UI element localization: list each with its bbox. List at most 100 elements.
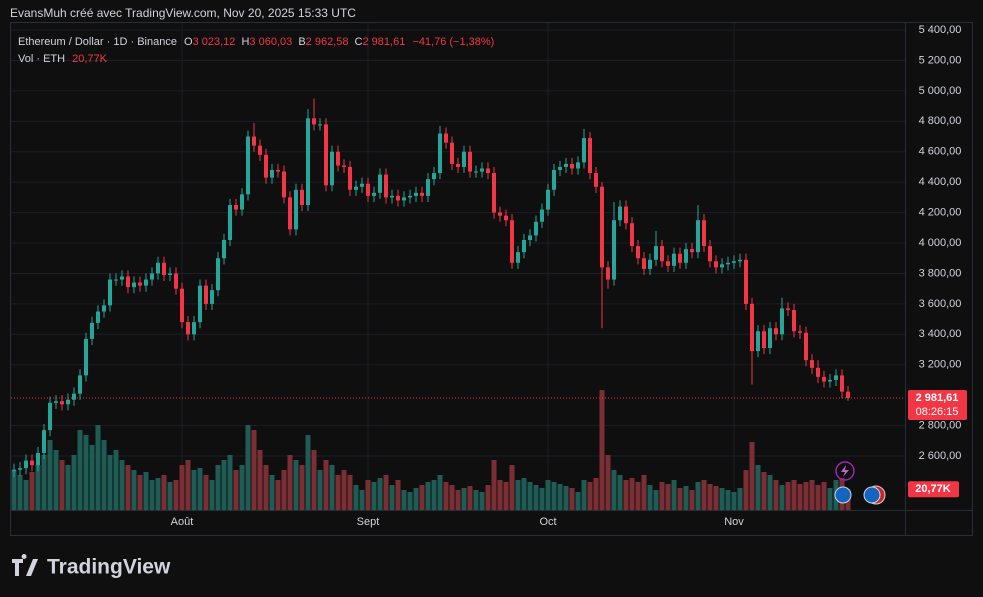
candle-body	[306, 118, 310, 205]
flag-icon[interactable]	[863, 486, 881, 504]
candle-body	[828, 379, 832, 382]
y-tick-label: 4 400,00	[919, 176, 962, 188]
candle-body	[402, 197, 406, 201]
volume-bar	[155, 478, 161, 510]
candle-body	[246, 136, 250, 195]
candle-body	[18, 468, 22, 470]
volume-bar	[713, 486, 719, 510]
candle-body	[510, 220, 514, 263]
volume-bar	[539, 488, 545, 510]
volume-bar	[575, 492, 581, 510]
x-tick-label: Sept	[357, 516, 380, 528]
candle-body	[354, 186, 358, 190]
candle-body	[264, 154, 268, 178]
volume-bar	[581, 480, 587, 510]
volume-bar	[419, 485, 425, 510]
candle-body	[390, 195, 394, 198]
candle-body	[48, 402, 52, 431]
candle-body	[636, 246, 640, 259]
volume-bar	[65, 465, 71, 510]
volume-bar	[371, 482, 377, 510]
y-tick-label: 3 200,00	[919, 359, 962, 371]
volume-bar	[761, 472, 767, 510]
volume-bar	[323, 460, 329, 510]
candle-body	[366, 183, 370, 196]
volume-bar	[593, 478, 599, 510]
x-tick-label: Nov	[724, 516, 744, 528]
candle-body	[150, 273, 154, 280]
open-value: 3 023,12	[193, 36, 236, 48]
volume-bar	[185, 460, 191, 510]
volume-bar	[221, 460, 227, 510]
volume-bar	[341, 470, 347, 510]
volume-bar	[281, 470, 287, 510]
volume-bar	[401, 490, 407, 510]
volume-bar	[41, 455, 47, 510]
volume-bar	[533, 485, 539, 510]
candle-body	[558, 166, 562, 171]
volume-bar	[269, 475, 275, 510]
candle-body	[726, 262, 730, 265]
volume-bar	[815, 485, 821, 510]
volume-tag-box	[908, 481, 959, 498]
volume-bar	[215, 465, 221, 510]
low-key: B	[298, 36, 305, 48]
volume-bar	[509, 465, 515, 510]
event-icon[interactable]	[835, 461, 855, 481]
volume-bar	[557, 484, 563, 510]
candle-body	[534, 221, 538, 236]
candle-body	[540, 209, 544, 222]
volume-bar	[725, 490, 731, 510]
volume-bars	[11, 390, 851, 510]
volume-bar	[719, 488, 725, 510]
candle-body	[156, 262, 160, 274]
volume-bar	[809, 480, 815, 510]
volume-key: Vol · ETH	[18, 53, 65, 65]
candle-body	[336, 151, 340, 166]
candle-body	[396, 195, 400, 201]
volume-bar	[605, 455, 611, 510]
volume-bar	[395, 480, 401, 510]
candle-body	[408, 195, 412, 198]
price-tag: 2 981,61	[916, 392, 959, 404]
candle-body	[42, 430, 46, 453]
volume-bar	[545, 480, 551, 510]
y-tick-label: 4 200,00	[919, 207, 962, 219]
candle-body	[276, 170, 280, 172]
candle-body	[630, 223, 634, 247]
volume-bar	[563, 486, 569, 510]
x-tick-label: Août	[171, 516, 194, 528]
chart-frame	[10, 22, 973, 536]
volume-bar	[551, 482, 557, 510]
volume-bar	[239, 465, 245, 510]
candle-body	[60, 401, 64, 405]
candle-body	[360, 183, 364, 187]
volume-bar	[791, 480, 797, 510]
y-tick-label: 5 200,00	[919, 54, 962, 66]
volume-bar	[227, 455, 233, 510]
brand: TradingView	[47, 556, 171, 579]
volume-bar	[515, 480, 521, 510]
candle-body	[234, 205, 238, 210]
candle-body	[282, 171, 286, 198]
y-tick-label: 5 000,00	[919, 85, 962, 97]
volume-bar	[803, 482, 809, 510]
volume-bar	[695, 482, 701, 510]
candle-body	[252, 136, 256, 146]
candle-body	[660, 246, 664, 262]
flag-icon[interactable]	[834, 486, 852, 504]
y-tick-label: 4 600,00	[919, 146, 962, 158]
volume-bar	[347, 475, 353, 510]
volume-bar	[353, 485, 359, 510]
volume-bar	[245, 425, 251, 510]
candle-body	[456, 163, 460, 167]
volume-bar	[665, 484, 671, 510]
volume-bar	[197, 468, 203, 510]
candle-body	[564, 163, 568, 167]
volume-bar	[389, 485, 395, 510]
volume-bar	[479, 492, 485, 510]
volume-bar	[767, 475, 773, 510]
candle-body	[420, 192, 424, 196]
candle-body	[690, 249, 694, 253]
candle-body	[810, 360, 814, 368]
